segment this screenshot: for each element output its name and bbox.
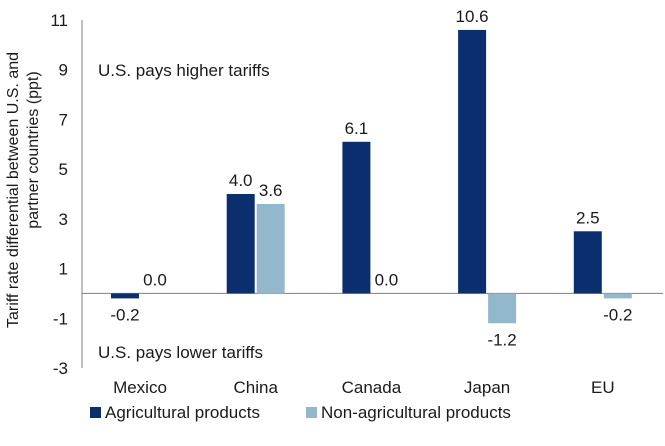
annotation-higher-tariffs: U.S. pays higher tariffs	[98, 61, 270, 80]
y-tick-label: 3	[59, 210, 68, 229]
legend-swatch	[90, 407, 101, 418]
y-tick-label: 1	[59, 260, 68, 279]
data-label: -0.2	[603, 305, 632, 324]
bar-china-s0	[226, 194, 255, 294]
annotation-lower-tariffs: U.S. pays lower tariffs	[98, 343, 263, 362]
y-tick-label: 5	[59, 160, 68, 179]
bar-canada-s0	[342, 141, 371, 294]
category-label: Canada	[342, 378, 402, 397]
legend-label: Non-agricultural products	[321, 403, 511, 422]
category-label: EU	[591, 378, 615, 397]
y-tick-label: 7	[59, 110, 68, 129]
category-label: Mexico	[113, 378, 167, 397]
data-label: 0.0	[143, 270, 167, 289]
y-tick-label: 11	[50, 11, 68, 30]
data-label: 2.5	[576, 208, 600, 227]
bar-japan-s1	[488, 293, 517, 324]
legend-label: Agricultural products	[105, 403, 260, 422]
data-label: 4.0	[229, 171, 253, 190]
bar-mexico-s0	[111, 293, 139, 299]
bar-japan-s0	[458, 29, 487, 294]
data-labels: -0.20.04.03.66.10.010.6-1.22.5-0.2	[110, 7, 632, 349]
bar-eu-s1	[603, 293, 632, 299]
y-tick-label: -1	[53, 309, 68, 328]
y-tick-label: -3	[53, 359, 68, 378]
data-label: 3.6	[259, 181, 283, 200]
y-axis-title: Tariff rate differential between U.S. an…	[5, 52, 42, 328]
y-axis-title-line2: partner countries (ppt)	[25, 71, 42, 228]
legend-swatch	[306, 407, 317, 418]
bar-eu-s0	[573, 231, 602, 294]
category-label: Japan	[464, 378, 510, 397]
category-label: China	[233, 378, 278, 397]
bars	[111, 29, 632, 324]
data-label: 10.6	[456, 7, 489, 26]
y-axis-ticks: -3 -1 1 3 5 7 9 11	[50, 11, 68, 378]
legend: Agricultural products Non-agricultural pr…	[90, 403, 511, 422]
data-label: 6.1	[345, 119, 369, 138]
y-tick-label: 9	[59, 61, 68, 80]
data-label: -1.2	[487, 330, 516, 349]
y-axis-title-line1: Tariff rate differential between U.S. an…	[5, 52, 22, 328]
data-label: -0.2	[110, 305, 139, 324]
bar-china-s1	[256, 203, 285, 294]
data-label: 0.0	[375, 270, 399, 289]
category-labels: Mexico China Canada Japan EU	[113, 378, 615, 397]
